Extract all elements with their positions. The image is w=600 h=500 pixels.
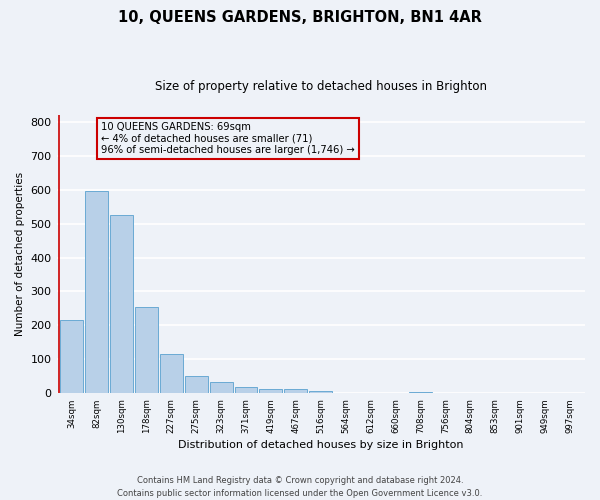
Text: Contains HM Land Registry data © Crown copyright and database right 2024.
Contai: Contains HM Land Registry data © Crown c… xyxy=(118,476,482,498)
Bar xyxy=(160,354,182,394)
Bar xyxy=(85,192,108,394)
Bar xyxy=(310,390,332,394)
Bar xyxy=(235,386,257,394)
Bar xyxy=(110,215,133,394)
Bar xyxy=(185,376,208,394)
Text: 10, QUEENS GARDENS, BRIGHTON, BN1 4AR: 10, QUEENS GARDENS, BRIGHTON, BN1 4AR xyxy=(118,10,482,25)
Title: Size of property relative to detached houses in Brighton: Size of property relative to detached ho… xyxy=(155,80,487,93)
Text: 10 QUEENS GARDENS: 69sqm
← 4% of detached houses are smaller (71)
96% of semi-de: 10 QUEENS GARDENS: 69sqm ← 4% of detache… xyxy=(101,122,355,155)
Bar xyxy=(60,320,83,394)
Bar xyxy=(409,392,432,394)
Bar xyxy=(284,389,307,394)
Bar xyxy=(135,307,158,394)
Bar xyxy=(559,392,581,394)
Bar xyxy=(259,389,283,394)
Y-axis label: Number of detached properties: Number of detached properties xyxy=(15,172,25,336)
X-axis label: Distribution of detached houses by size in Brighton: Distribution of detached houses by size … xyxy=(178,440,464,450)
Bar xyxy=(209,382,233,394)
